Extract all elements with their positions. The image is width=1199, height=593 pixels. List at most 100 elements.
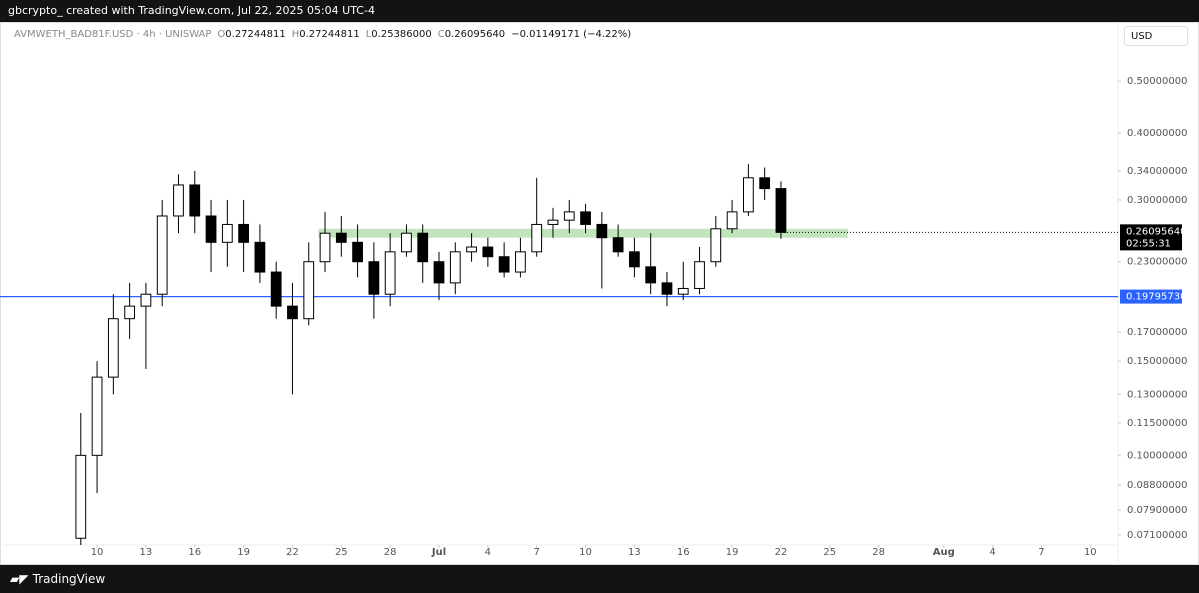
header: gbcrypto_ created with TradingView.com, … (0, 0, 1199, 22)
candle-body (710, 228, 722, 263)
x-tick-label: 25 (335, 547, 348, 558)
x-tick-label: 19 (726, 547, 739, 558)
candle-body (726, 211, 738, 230)
candle-body (645, 266, 657, 284)
currency-button[interactable]: USD (1124, 26, 1188, 46)
footer: ▰◤ TradingView (0, 565, 1199, 593)
y-tick-label: 0.17000000 (1127, 327, 1187, 338)
x-tick-label: Aug (933, 547, 955, 558)
candle-body (270, 271, 282, 307)
x-tick-label: 7 (534, 547, 540, 558)
candle-body (498, 256, 510, 273)
x-tick-label: 28 (872, 547, 885, 558)
candle-body (254, 241, 266, 273)
candle-body (531, 223, 543, 253)
y-tick-label: 0.13000000 (1127, 389, 1187, 400)
x-tick-label: 13 (140, 547, 153, 558)
y-tick-label: 0.07900000 (1127, 505, 1187, 516)
ohlc-label: L (365, 29, 372, 40)
x-tick-label: 10 (1084, 547, 1097, 558)
legend: AVMWETH_BAD81F.USD · 4h · UNISWAP O0.272… (14, 29, 631, 40)
candle-body (417, 232, 429, 263)
candle-body (612, 237, 624, 253)
ohlc-label: H (291, 29, 300, 40)
last-price-tag (1120, 224, 1182, 251)
ohlc-item: H0.27244811 (292, 29, 360, 40)
candle-body (580, 211, 591, 225)
ohlc-value: 0.27244811 (225, 29, 286, 40)
candle-body (433, 261, 445, 284)
candle-body (401, 232, 412, 253)
candle-body (547, 219, 559, 225)
ohlc-value: 0.27244811 (299, 29, 360, 40)
x-tick-label: 22 (286, 547, 299, 558)
x-tick-label: 22 (775, 547, 788, 558)
candle-body (287, 305, 298, 320)
brand-logo: ▰◤ (10, 572, 33, 586)
candle-body (303, 261, 315, 320)
candle-body (661, 282, 673, 295)
candle-body (221, 223, 233, 243)
candle-body (563, 211, 575, 221)
x-tick-label: 19 (237, 547, 250, 558)
y-tick-label: 0.15000000 (1127, 356, 1187, 367)
ohlc-item: C0.26095640 (438, 29, 505, 40)
candle-body (515, 251, 526, 273)
brand: TradingView (32, 572, 106, 586)
x-tick-label: 16 (188, 547, 201, 558)
ohlc-value: 0.25386000 (371, 29, 432, 40)
candle-body (107, 318, 119, 378)
candle-body (140, 293, 152, 307)
ohlc-value: 0.26095640 (444, 29, 506, 40)
support-zone (318, 228, 848, 238)
candle-body (677, 287, 689, 295)
candle-body (482, 246, 494, 258)
candle-body (319, 232, 331, 263)
candle-body (335, 232, 347, 243)
candle-body (694, 261, 705, 289)
candle-body (759, 177, 771, 190)
chart-frame (0, 22, 1199, 565)
y-tick-label: 0.30000000 (1127, 195, 1187, 206)
ohlc-label: C (437, 29, 445, 40)
x-tick-label: 7 (1038, 547, 1044, 558)
x-tick-label: 16 (677, 547, 690, 558)
candle-body (91, 376, 103, 456)
candle-body (596, 223, 608, 239)
candle-body (156, 215, 168, 295)
candle-body (75, 454, 87, 539)
candle-body (205, 215, 217, 243)
y-tick-label: 0.11500000 (1127, 418, 1187, 429)
x-tick-label: 10 (579, 547, 592, 558)
hline-tag (1120, 289, 1182, 304)
y-tick-label: 0.07100000 (1127, 530, 1187, 541)
candle-body (189, 184, 201, 217)
y-tick-label: 0.50000000 (1127, 76, 1187, 87)
candle-body (629, 251, 640, 268)
candle-body (173, 184, 184, 217)
ohlc-label: O (217, 29, 226, 40)
candle-body (775, 188, 787, 233)
candle-body (384, 251, 396, 295)
candle-body (368, 261, 380, 295)
candle-body (742, 177, 754, 213)
x-tick-label: 10 (91, 547, 104, 558)
symbol: AVMWETH_BAD81F.USD · 4h · UNISWAP (14, 29, 212, 40)
candle-body (124, 305, 136, 320)
x-tick-label: 13 (628, 547, 641, 558)
change: −0.01149171 (−4.22%) (511, 29, 632, 40)
x-tick-label: 28 (384, 547, 397, 558)
candle-body (466, 246, 477, 253)
x-tick-label: Jul (431, 547, 446, 558)
x-tick-label: 4 (989, 547, 995, 558)
x-tick-label: 25 (823, 547, 836, 558)
y-tick-label: 0.08800000 (1127, 480, 1187, 491)
y-tick-label: 0.23000000 (1127, 257, 1187, 268)
y-tick-label: 0.40000000 (1127, 128, 1187, 139)
last-price-label: 0.26095640 (1126, 226, 1186, 237)
y-tick-label: 0.34000000 (1127, 166, 1187, 177)
candle-body (238, 223, 249, 243)
candle-body (352, 241, 363, 263)
